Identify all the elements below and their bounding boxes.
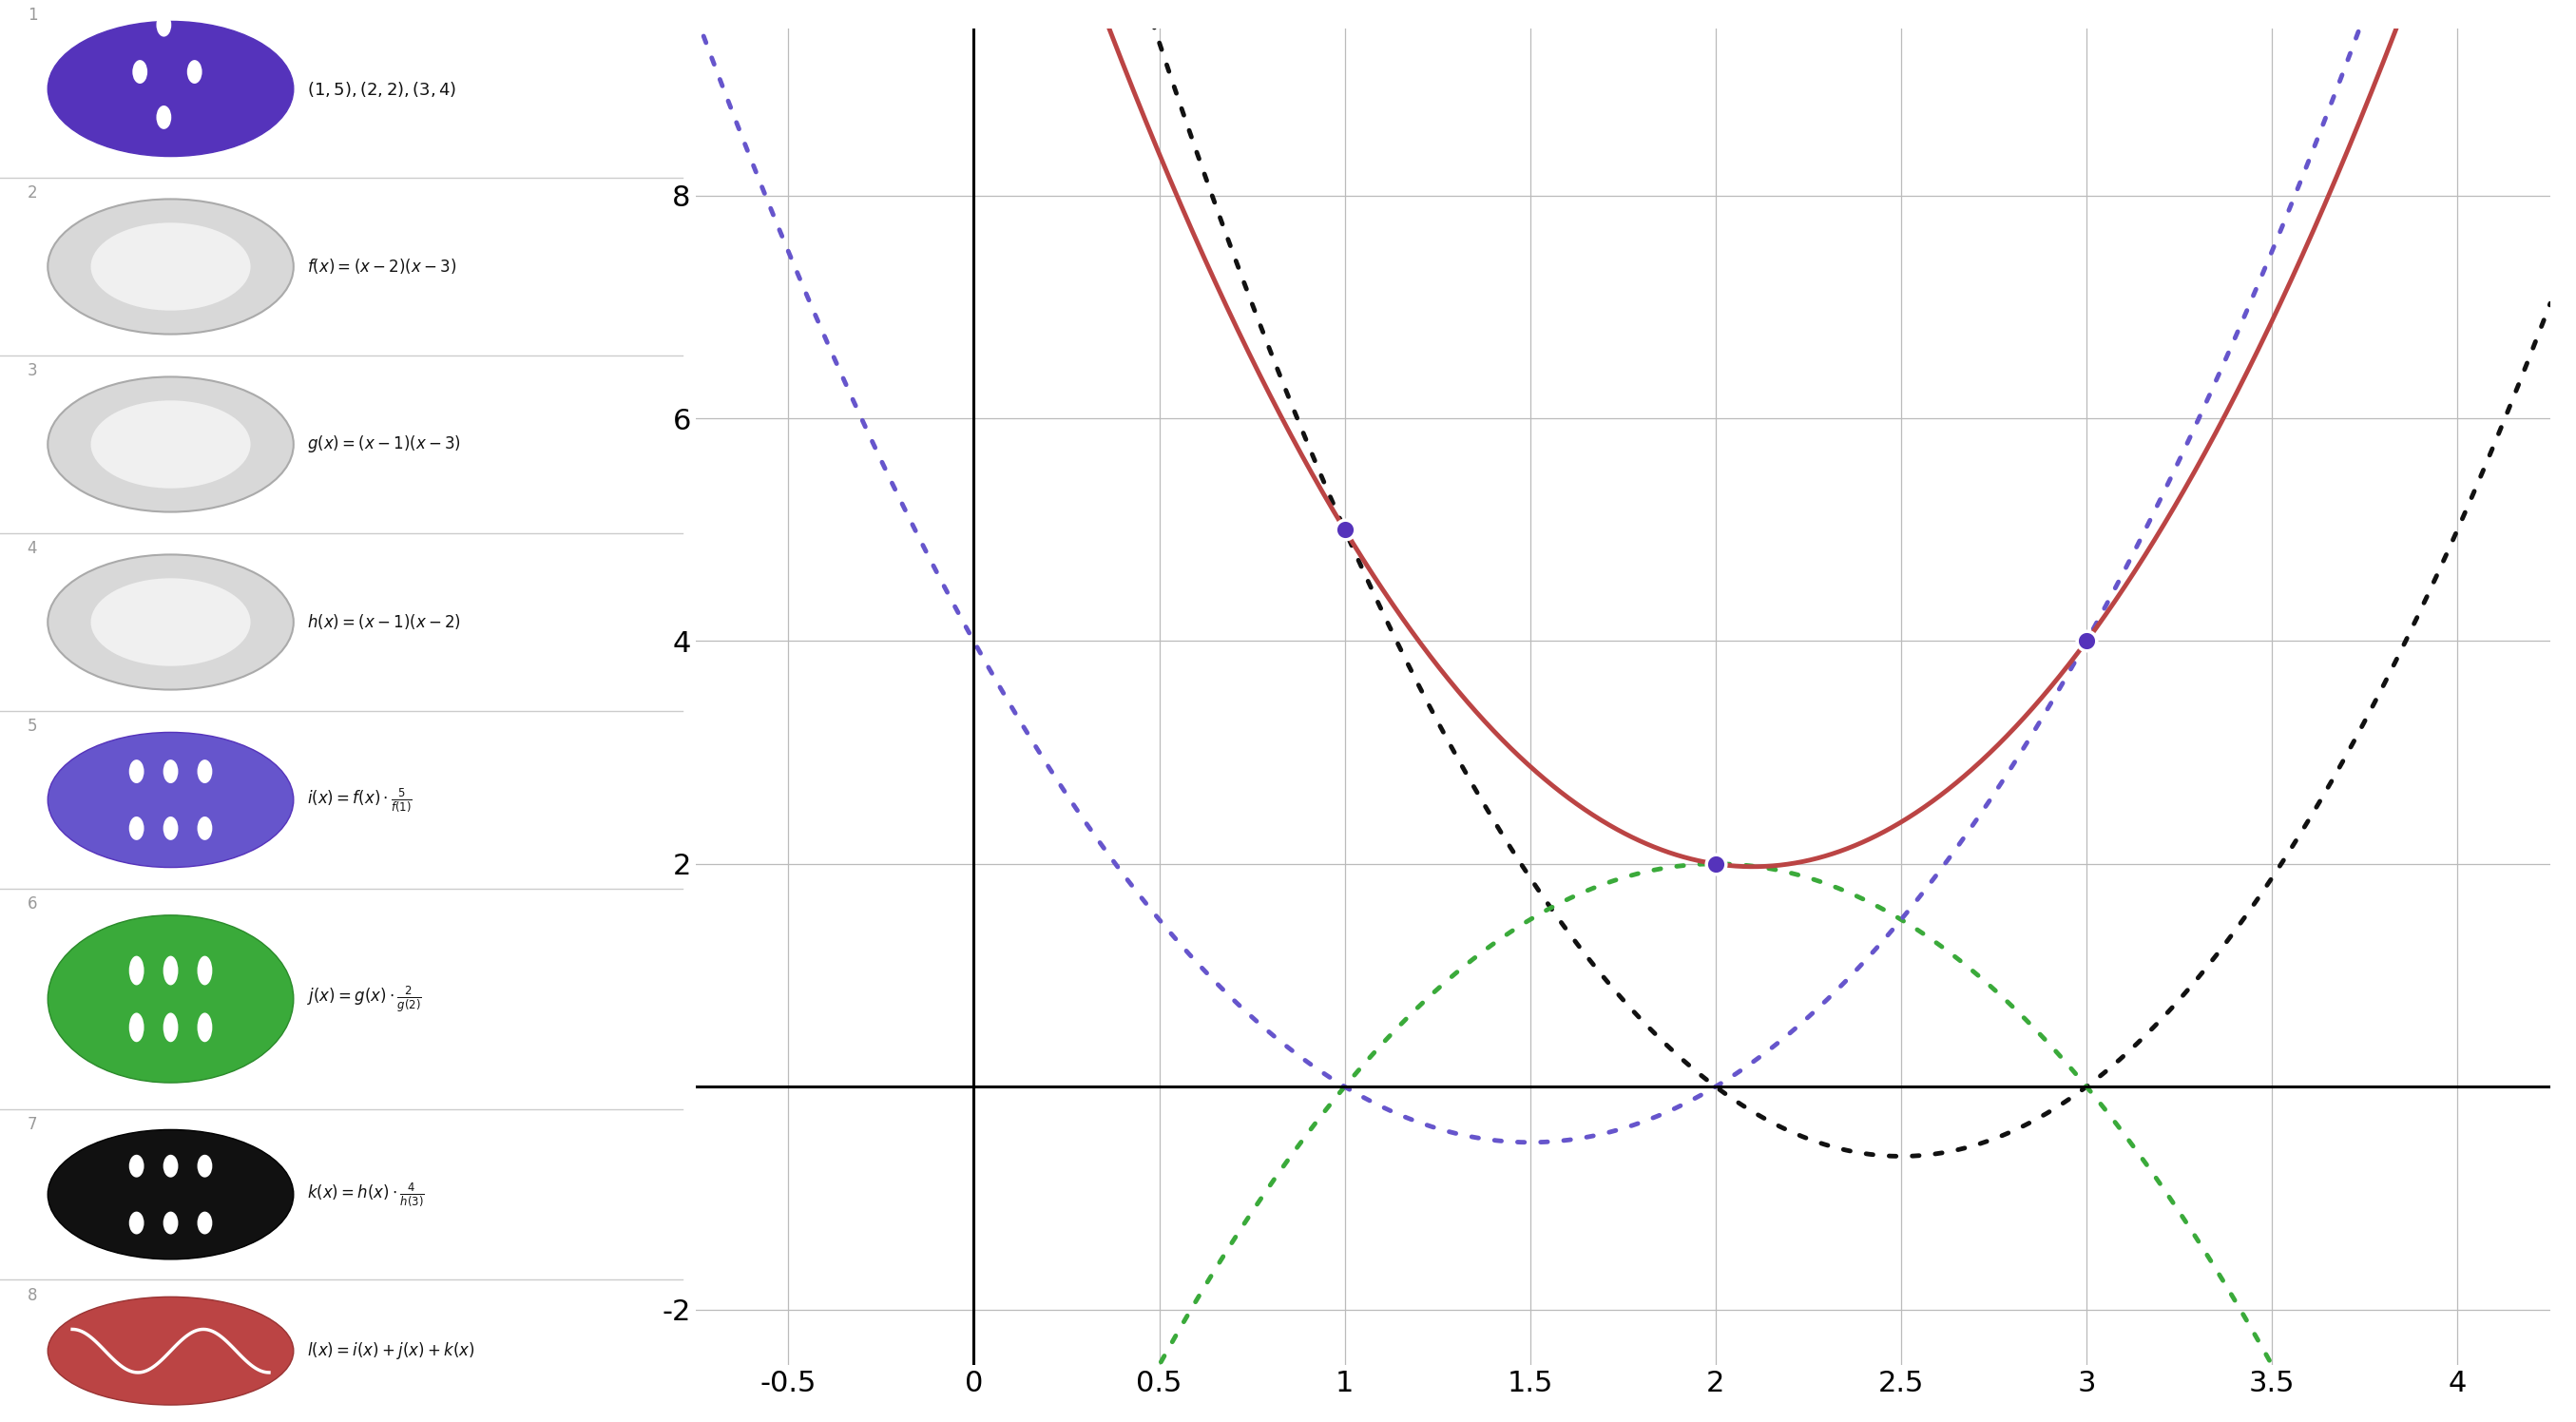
Ellipse shape: [157, 13, 173, 37]
Ellipse shape: [198, 1212, 211, 1234]
Text: $f(x) = (x-2)(x-3)$: $f(x) = (x-2)(x-3)$: [307, 257, 456, 276]
Ellipse shape: [188, 60, 201, 84]
Ellipse shape: [198, 759, 211, 784]
Point: [1324, 519, 1365, 542]
Text: $(1,5),(2,2),(3,4)$: $(1,5),(2,2),(3,4)$: [307, 80, 456, 98]
Ellipse shape: [198, 1155, 211, 1177]
Text: $k(x) = h(x)\cdot\frac{4}{h(3)}$: $k(x) = h(x)\cdot\frac{4}{h(3)}$: [307, 1180, 425, 1209]
Text: 8: 8: [28, 1287, 36, 1304]
Ellipse shape: [162, 956, 178, 985]
Ellipse shape: [49, 555, 294, 690]
Text: $j(x) = g(x)\cdot\frac{2}{g(2)}$: $j(x) = g(x)\cdot\frac{2}{g(2)}$: [307, 984, 422, 1014]
Ellipse shape: [49, 1129, 294, 1260]
Ellipse shape: [49, 1297, 294, 1405]
Ellipse shape: [129, 816, 144, 840]
Ellipse shape: [129, 956, 144, 985]
Ellipse shape: [162, 816, 178, 840]
Ellipse shape: [49, 21, 294, 156]
Point: [1695, 853, 1736, 876]
Point: [2066, 630, 2107, 653]
Ellipse shape: [129, 759, 144, 784]
Text: $l(x) = i(x)+j(x)+k(x)$: $l(x) = i(x)+j(x)+k(x)$: [307, 1341, 474, 1361]
Ellipse shape: [131, 60, 147, 84]
Ellipse shape: [129, 1155, 144, 1177]
Ellipse shape: [90, 223, 250, 310]
Ellipse shape: [129, 1212, 144, 1234]
Text: 4: 4: [28, 540, 36, 557]
Text: 6: 6: [28, 896, 36, 913]
Ellipse shape: [162, 759, 178, 784]
Ellipse shape: [198, 816, 211, 840]
Ellipse shape: [90, 401, 250, 488]
Ellipse shape: [49, 732, 294, 867]
Text: 1: 1: [28, 7, 39, 24]
Ellipse shape: [198, 956, 211, 985]
Text: 2: 2: [28, 185, 39, 202]
Text: 7: 7: [28, 1116, 36, 1133]
Ellipse shape: [49, 916, 294, 1082]
Text: 5: 5: [28, 718, 36, 735]
Text: $g(x) = (x-1)(x-3)$: $g(x) = (x-1)(x-3)$: [307, 434, 461, 455]
Text: $h(x) = (x-1)(x-2)$: $h(x) = (x-1)(x-2)$: [307, 613, 461, 631]
Ellipse shape: [198, 1012, 211, 1042]
Text: $i(x) = f(x)\cdot\frac{5}{f(1)}$: $i(x) = f(x)\cdot\frac{5}{f(1)}$: [307, 786, 412, 813]
Ellipse shape: [129, 1012, 144, 1042]
Ellipse shape: [49, 199, 294, 334]
Ellipse shape: [90, 579, 250, 665]
Ellipse shape: [162, 1012, 178, 1042]
Ellipse shape: [162, 1212, 178, 1234]
Ellipse shape: [157, 105, 173, 129]
Ellipse shape: [162, 1155, 178, 1177]
Text: 3: 3: [28, 363, 39, 380]
Ellipse shape: [49, 377, 294, 512]
